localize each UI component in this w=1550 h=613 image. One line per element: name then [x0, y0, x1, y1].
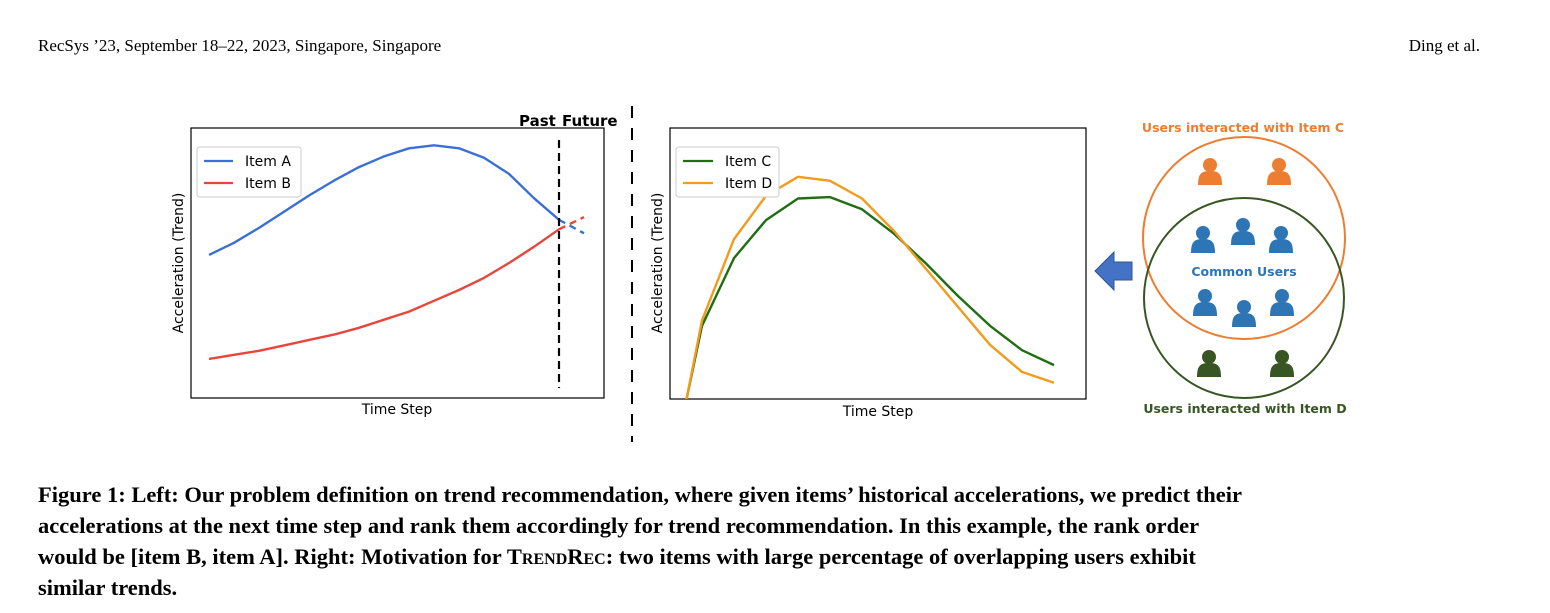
- common-user-icon: [1270, 289, 1294, 316]
- common-user-icon: [1191, 226, 1215, 253]
- future-label: Future: [562, 112, 618, 130]
- right-series-group: [685, 175, 1055, 399]
- venn-circle-item-d: [1143, 197, 1345, 399]
- left-ylabel: Acceleration (Trend): [171, 193, 187, 334]
- series-item-a-past: [208, 144, 560, 256]
- legend-item-d: Item D: [725, 176, 772, 192]
- caption-line-1: Figure 1: Left: Our problem definition o…: [38, 482, 1242, 507]
- venn-circle-item-c: [1142, 136, 1346, 340]
- left-arrow-icon: [1094, 250, 1133, 292]
- left-chart: Past Future Acceleration (Trend) Time St…: [171, 112, 618, 418]
- figure-1: Past Future Acceleration (Trend) Time St…: [171, 106, 1347, 442]
- header-venue: RecSys ’23, September 18–22, 2023, Singa…: [38, 36, 442, 55]
- left-series-group: [208, 144, 585, 361]
- left-legend-box: [196, 146, 302, 198]
- user-item-d-icon: [1197, 350, 1221, 377]
- common-user-icon: [1231, 218, 1255, 245]
- right-legend: Item C Item D: [675, 146, 780, 198]
- venn-diagram: Users interacted with Item C Common User…: [1142, 120, 1347, 416]
- left-legend: Item A Item B: [196, 146, 302, 198]
- series-item-b-future: [558, 216, 585, 231]
- caption-line-3: would be [item B, item A]. Right: Motiva…: [38, 541, 1498, 572]
- caption-line-4: similar trends.: [38, 575, 178, 600]
- common-user-icon: [1232, 300, 1256, 327]
- legend-item-b: Item B: [245, 176, 291, 192]
- series-item-b-past: [208, 228, 560, 361]
- left-xlabel: Time Step: [361, 402, 433, 418]
- common-user-icon: [1269, 226, 1293, 253]
- user-item-d-icon: [1270, 350, 1294, 377]
- caption-trendrec: TrendRec: [506, 544, 606, 569]
- figure-caption: Figure 1: Left: Our problem definition o…: [38, 479, 1498, 603]
- venn-bottom-label: Users interacted with Item D: [1143, 401, 1346, 416]
- right-plot-frame: [669, 127, 1087, 400]
- venn-top-label: Users interacted with Item C: [1142, 120, 1344, 135]
- user-item-c-icon: [1198, 158, 1222, 185]
- header-authors: Ding et al.: [1408, 36, 1480, 55]
- right-ylabel: Acceleration (Trend): [650, 193, 666, 334]
- past-label: Past: [519, 112, 556, 130]
- right-chart: Acceleration (Trend) Time Step Item C It…: [650, 127, 1087, 420]
- series-item-a-future: [558, 218, 585, 235]
- legend-item-a: Item A: [245, 154, 291, 170]
- left-plot-frame: [190, 127, 605, 399]
- legend-item-c: Item C: [725, 154, 771, 170]
- running-header: RecSys ’23, September 18–22, 2023, Singa…: [38, 36, 1480, 60]
- right-xlabel: Time Step: [842, 404, 914, 420]
- series-item-d: [685, 175, 1055, 399]
- caption-line-2: accelerations at the next time step and …: [38, 513, 1200, 538]
- common-user-icon: [1193, 289, 1217, 316]
- series-item-c: [685, 195, 1055, 399]
- right-legend-box: [675, 146, 780, 198]
- venn-common-label: Common Users: [1191, 264, 1296, 279]
- caption-line-3a: would be [item B, item A]. Right: Motiva…: [38, 544, 507, 569]
- caption-line-3b: : two items with large percentage of ove…: [605, 544, 1196, 569]
- user-item-c-icon: [1267, 158, 1291, 185]
